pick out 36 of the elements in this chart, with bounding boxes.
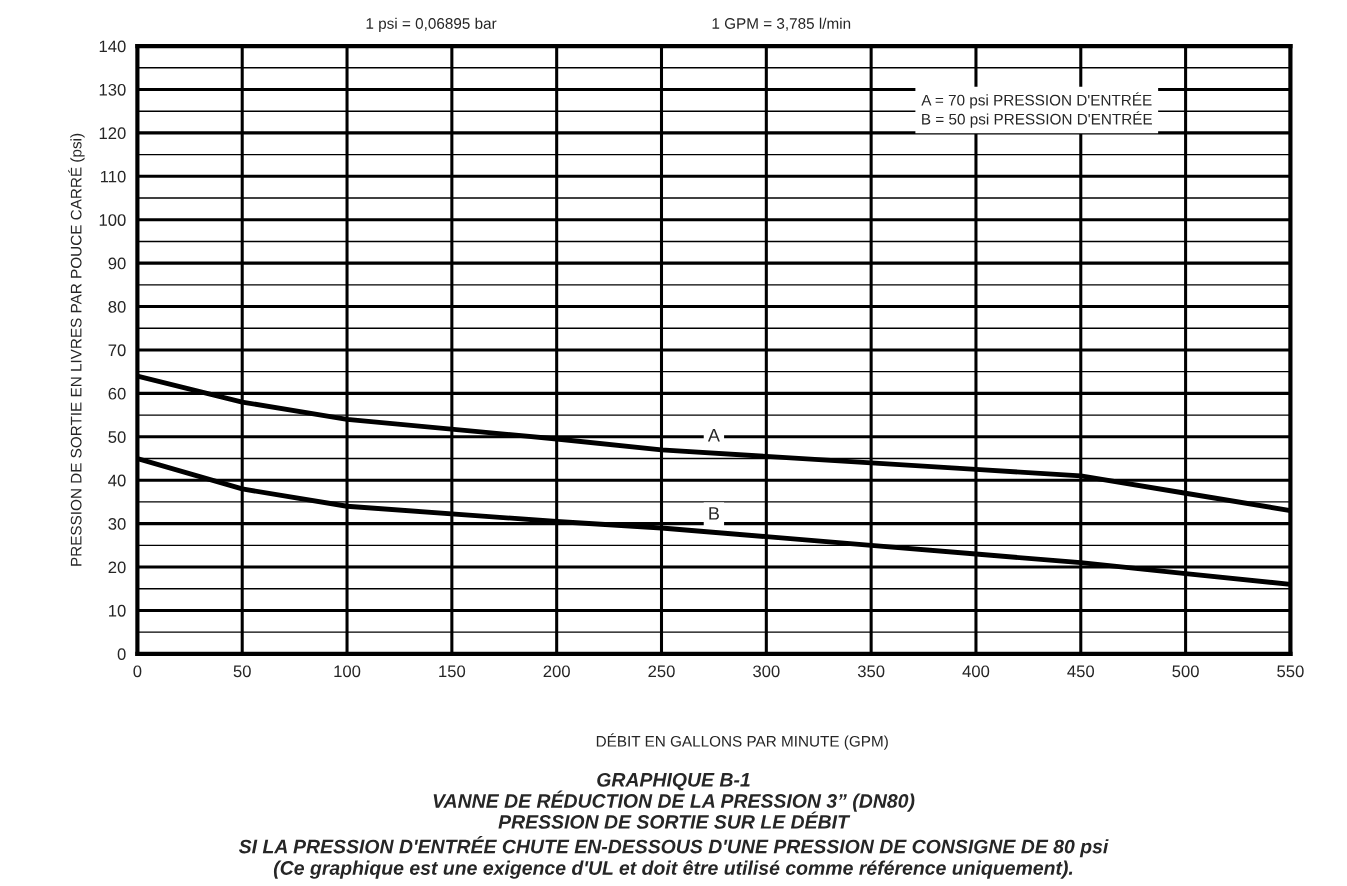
x-tick-label: 400	[962, 665, 990, 678]
series-label: B	[709, 507, 719, 520]
x-tick-label: 100	[334, 665, 361, 678]
text: GRAPHIQUE B-1	[597, 772, 750, 791]
y-tick-label: 130	[99, 83, 126, 96]
y-tick-label: 90	[108, 257, 126, 270]
text: VANNE DE RÉDUCTION DE LA PRESSION 3” (DN80) PRESSION DE SORTIE SUR LE DÉBIT SI LA PRESSION D'ENTRÉE CHUTE EN-DESSOUS D'UNE PRESSION DE CONSIGNE DE 80 psi (Ce graphique est une exigence d'UL et doit être utilisé comme référence uniquement).	[238, 790, 1109, 879]
y-tick-label: 50	[108, 431, 126, 443]
x-tick-label: 450	[1067, 665, 1095, 678]
x-axis-title: DÉBIT EN GALLONS PAR MINUTE (GPM)	[596, 733, 888, 750]
y-tick-label: 120	[99, 127, 126, 140]
y-tick-label: 100	[99, 214, 126, 226]
x-tick-label: 150	[439, 665, 466, 678]
text: 1 GPM = 3,785 l/min	[712, 17, 851, 31]
y-tick-label: 10	[109, 604, 126, 617]
y-tick-label: 40	[108, 474, 126, 487]
y-tick-label: 60	[108, 387, 126, 400]
annotation: A = 70 psi PRESSION D'ENTRÉE B = 50 psi PRESSION D'ENTRÉE	[921, 92, 1152, 128]
x-tick-label: 500	[1172, 665, 1199, 678]
y-tick-label: 70	[108, 344, 126, 357]
x-tick-label: 350	[857, 665, 885, 678]
series-label: A	[707, 429, 720, 442]
x-tick-label: 200	[543, 665, 570, 678]
x-tick-label: 50	[233, 665, 251, 678]
y-axis-title: PRESSION DE SORTIE EN LIVRES PAR POUCE CARRÉ (psi)	[68, 133, 85, 566]
x-tick-label: 0	[133, 665, 142, 678]
y-tick-label: 110	[100, 170, 126, 183]
text: 1 psi = 0,06895 bar	[366, 17, 497, 32]
x-tick-label: 250	[648, 665, 675, 678]
x-tick-label: 300	[753, 665, 780, 678]
x-tick-label: 550	[1277, 665, 1304, 678]
y-tick-label: 140	[99, 40, 126, 53]
y-tick-label: 0	[117, 648, 126, 661]
y-tick-label: 30	[108, 518, 126, 530]
y-tick-label: 80	[108, 300, 126, 313]
y-tick-label: 20	[108, 561, 126, 574]
